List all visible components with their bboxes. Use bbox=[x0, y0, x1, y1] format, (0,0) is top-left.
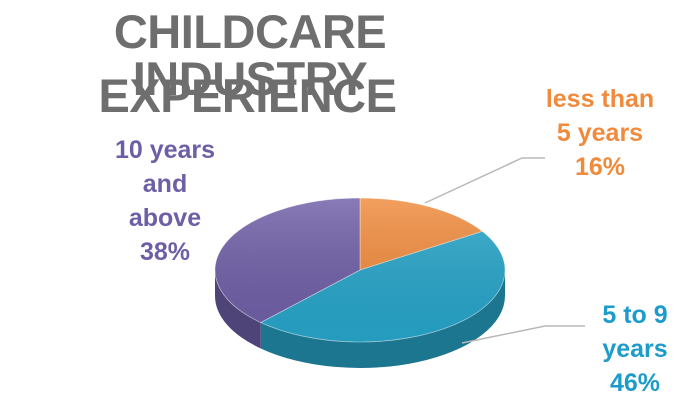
pie-tops bbox=[214, 197, 506, 343]
pie-gloss bbox=[215, 198, 505, 342]
slice-label-10-years-and-above: 10 years and above 38% bbox=[100, 133, 230, 269]
label-line: 5 to 9 bbox=[602, 301, 668, 329]
leader-lines bbox=[424, 157, 585, 344]
chart-title-line-2: EXPERIENCE bbox=[98, 69, 397, 122]
label-percent: 16% bbox=[574, 153, 626, 181]
label-percent: 46% bbox=[609, 369, 661, 397]
slice-side-5-to-9-years bbox=[260, 270, 505, 368]
label-line: less than bbox=[545, 85, 655, 113]
label-line: 5 years bbox=[556, 119, 644, 147]
label-line: above bbox=[128, 204, 202, 232]
leader-line-less-than-5-years bbox=[424, 157, 545, 204]
slice-label-5-to-9-years: 5 to 9 years 46% bbox=[585, 298, 685, 400]
label-percent: 38% bbox=[139, 238, 191, 266]
leader-line-5-to-9-years bbox=[461, 325, 585, 344]
label-line: 10 years bbox=[114, 136, 216, 164]
label-line: and bbox=[142, 170, 188, 198]
label-line: years bbox=[602, 335, 668, 363]
chart-title-line-1: CHILDCARE INDUSTRY bbox=[113, 5, 387, 105]
slice-label-less-than-5-years: less than 5 years 16% bbox=[525, 82, 675, 184]
